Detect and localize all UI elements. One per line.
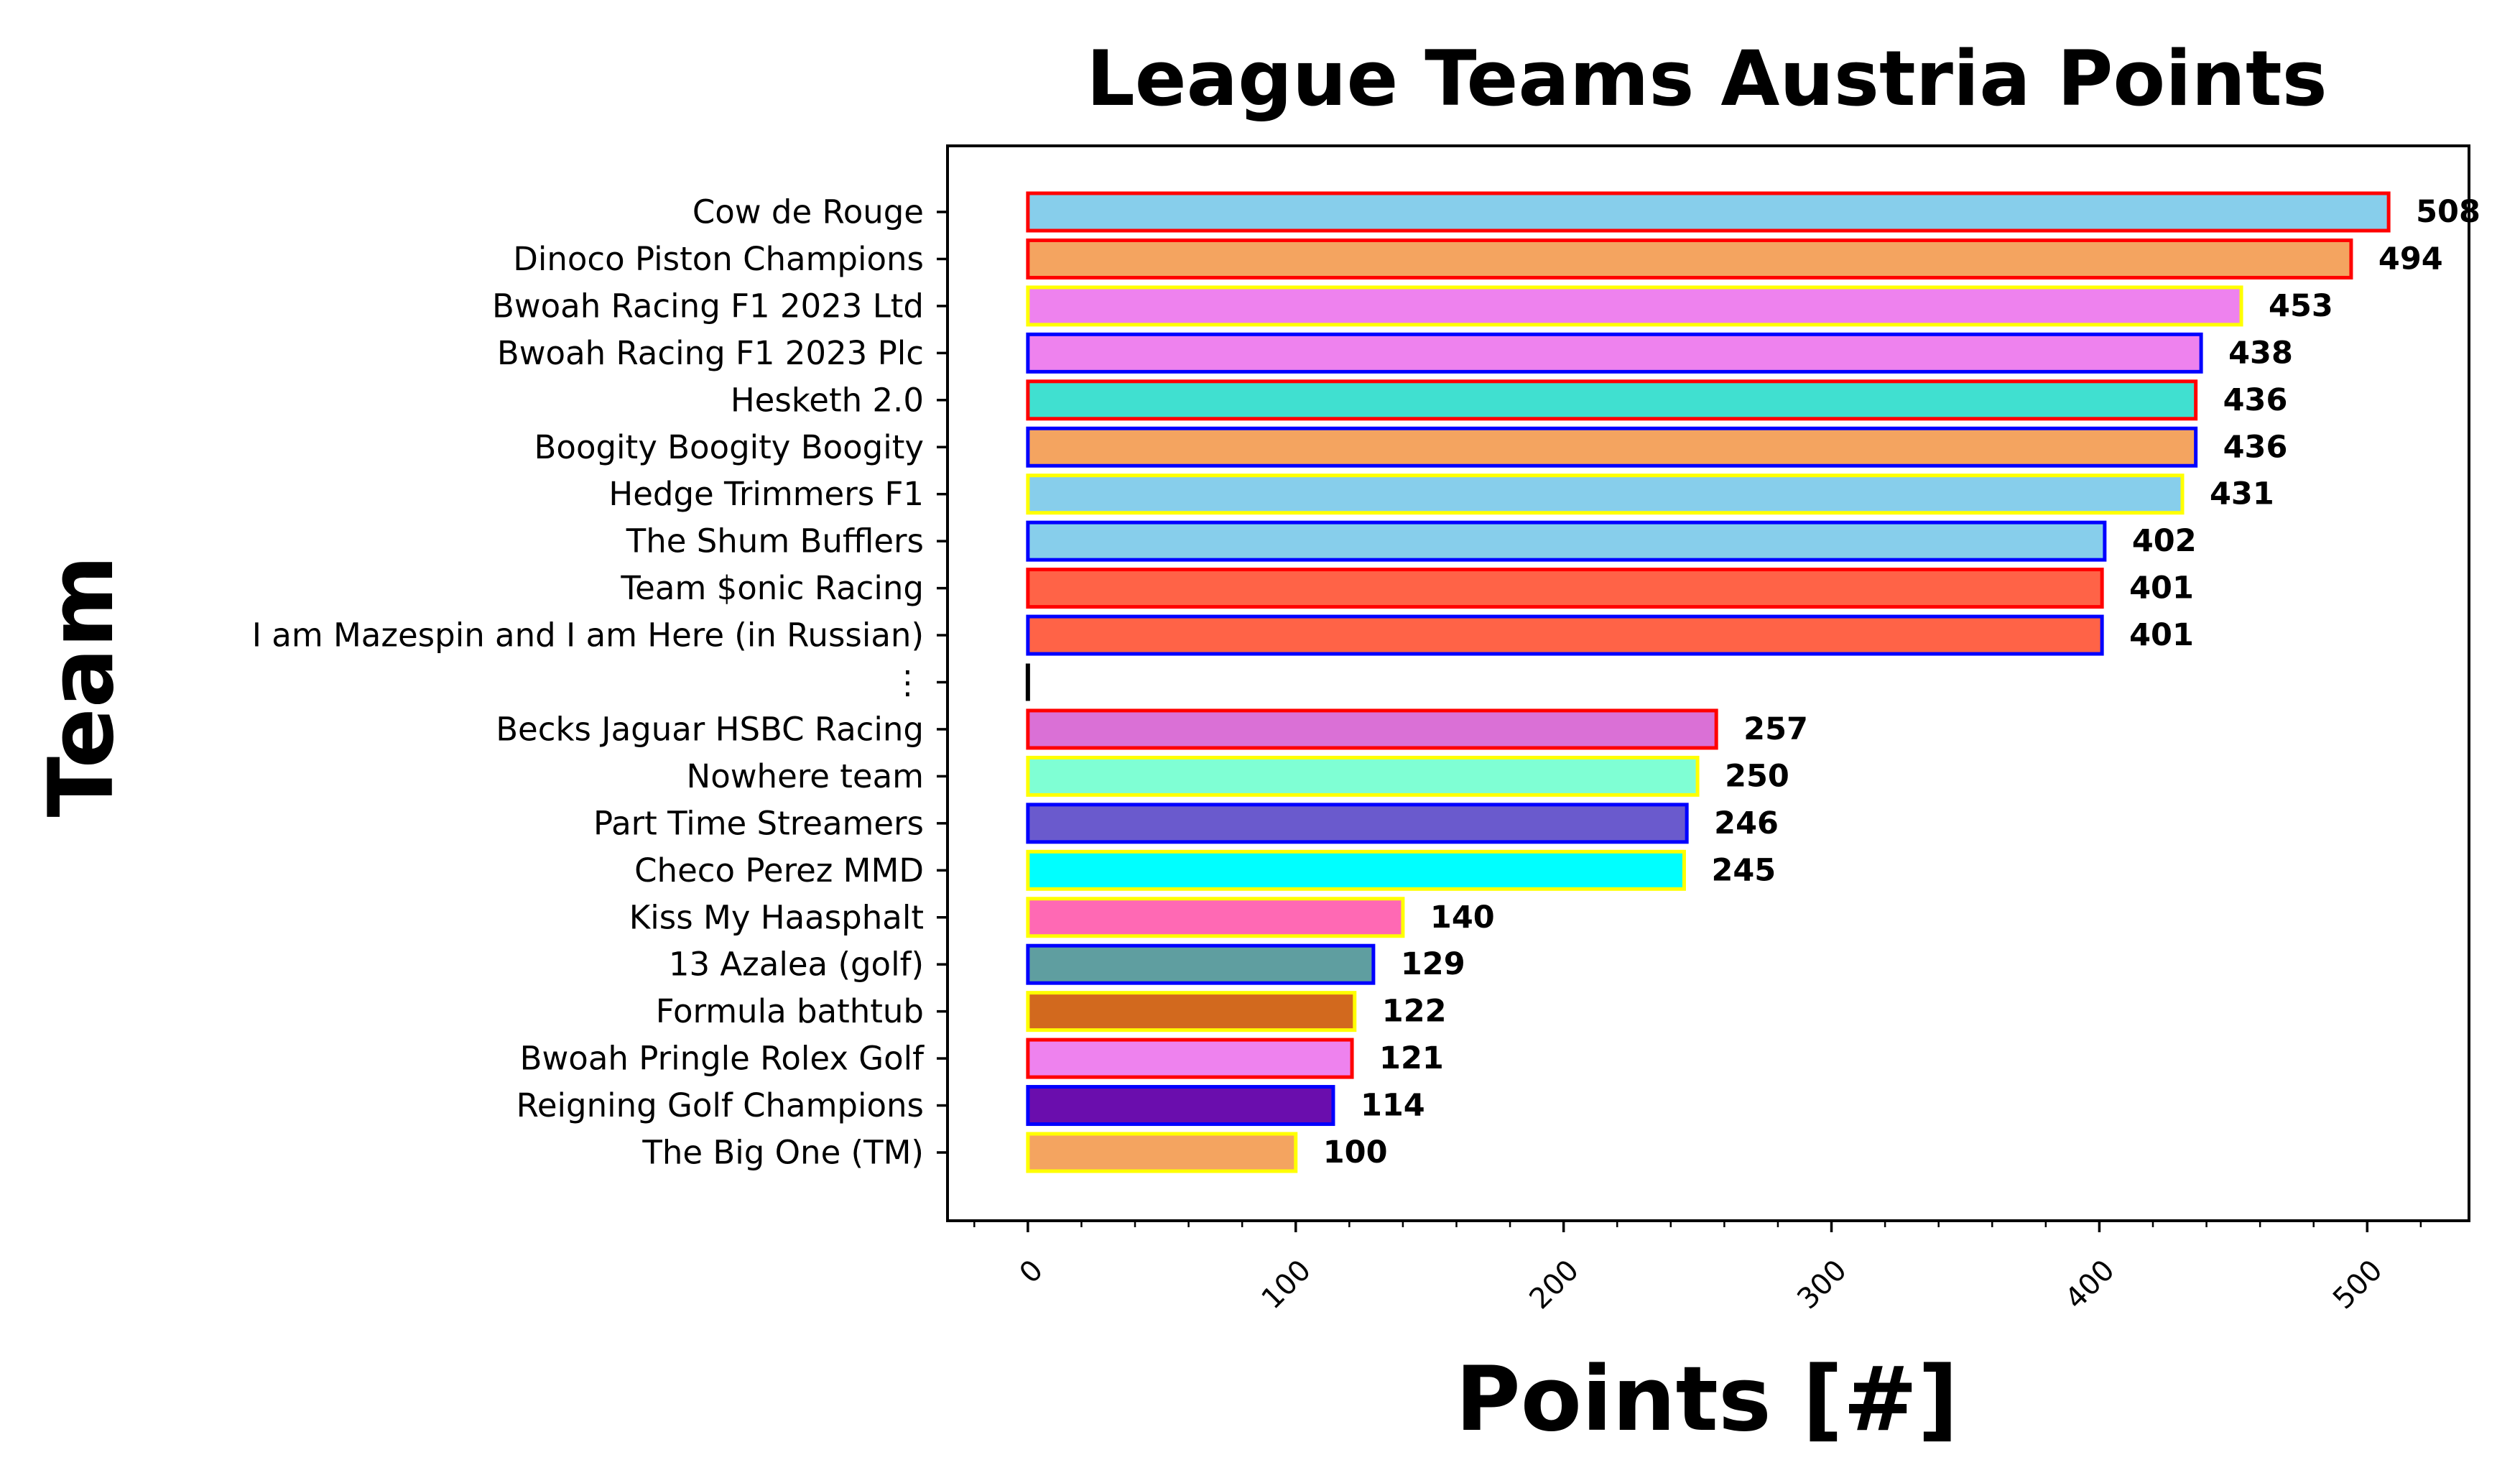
x-axis-ticks: 0 100 200 300 400 500 <box>973 1221 2422 1316</box>
y-tick-label: Nowhere team <box>687 757 924 795</box>
bar-value-label: 245 <box>1711 852 1776 888</box>
x-tick-label: 100 <box>1255 1254 1317 1316</box>
bar <box>1026 708 1718 750</box>
bar <box>1026 803 1689 844</box>
value-labels-layer: 508 494 453 438 436 436 431 402 401 401 257 250 246 2… <box>1323 194 2480 1170</box>
y-tick-label: Formula bathtub <box>656 992 924 1030</box>
bar <box>1026 473 2185 515</box>
y-tick-label: 13 Azalea (golf) <box>669 946 924 984</box>
y-tick-label: I am Mazespin and I am Here (in Russian) <box>252 616 924 655</box>
y-tick-label: Hedge Trimmers F1 <box>608 475 924 513</box>
y-tick-label: Bwoah Racing F1 2023 Plc <box>497 334 924 372</box>
bars-layer <box>1025 191 2391 1173</box>
y-tick-label: ⋮ <box>891 663 924 701</box>
y-tick-label: Hesketh 2.0 <box>731 381 924 419</box>
bar <box>1026 332 2203 374</box>
bar-value-label: 438 <box>2228 335 2293 371</box>
x-tick-label: 300 <box>1791 1254 1853 1316</box>
bar-value-label: 494 <box>2378 241 2443 277</box>
y-tick-label: Reigning Golf Champions <box>516 1086 924 1124</box>
y-tick-label: Part Time Streamers <box>593 804 924 842</box>
plot-frame <box>946 144 2470 1222</box>
x-tick-label: 200 <box>1523 1254 1585 1316</box>
x-tick-label: 0 <box>1014 1254 1050 1290</box>
bar-value-label: 100 <box>1323 1135 1388 1170</box>
y-tick-label: Dinoco Piston Champions <box>513 240 924 278</box>
bar <box>1026 191 2391 233</box>
bar <box>1026 568 2104 609</box>
bar-value-label: 129 <box>1401 946 1465 982</box>
y-tick-label: The Shum Bufflers <box>626 522 924 560</box>
chart-title: League Teams Austria Points <box>1086 34 2327 123</box>
bar <box>1026 285 2243 327</box>
y-tick-label: Bwoah Pringle Rolex Golf <box>520 1040 925 1078</box>
bar <box>1026 1038 1354 1079</box>
bar-value-label: 508 <box>2416 194 2480 230</box>
bar <box>1026 520 2107 562</box>
y-tick-label: Checo Perez MMD <box>634 851 924 890</box>
y-tick-label: Becks Jaguar HSBC Racing <box>496 710 924 748</box>
bar-value-label: 453 <box>2269 288 2333 324</box>
bar <box>1026 755 1700 797</box>
bar-value-label: 114 <box>1361 1088 1425 1124</box>
bar-value-label: 436 <box>2223 382 2288 418</box>
bar-value-label: 436 <box>2223 429 2288 465</box>
y-axis-ticks: Cow de Rouge Dinoco Piston Champions Bwoah… <box>252 193 948 1172</box>
bar-value-label: 401 <box>2129 570 2194 606</box>
y-tick-label: Boogity Boogity Boogity <box>534 428 924 466</box>
bar-value-label: 140 <box>1430 900 1495 935</box>
bar-value-label: 401 <box>2129 617 2194 653</box>
y-tick-label: Bwoah Racing F1 2023 Ltd <box>492 287 924 325</box>
bar <box>1026 1085 1335 1127</box>
y-tick-label: Kiss My Haasphalt <box>629 898 924 936</box>
x-tick-label: 400 <box>2059 1254 2121 1316</box>
bar-value-label: 122 <box>1382 994 1447 1030</box>
bar <box>1026 849 1686 891</box>
bar-value-label: 250 <box>1725 758 1789 794</box>
x-tick-label: 500 <box>2327 1254 2389 1316</box>
y-tick-label: Cow de Rouge <box>692 193 924 231</box>
bar <box>1026 1132 1298 1173</box>
y-tick-label: Team $onic Racing <box>620 569 924 607</box>
bar <box>1026 897 1405 938</box>
bar-value-label: 121 <box>1379 1040 1444 1076</box>
bar <box>1026 614 2104 656</box>
y-axis-title: Team <box>30 555 134 817</box>
bar-value-label: 402 <box>2132 523 2197 559</box>
bar-value-label: 257 <box>1743 711 1808 747</box>
bar <box>1026 991 1357 1032</box>
y-tick-label: The Big One (TM) <box>641 1134 924 1172</box>
bar <box>1026 379 2198 421</box>
bar-value-label: 431 <box>2210 476 2274 512</box>
bar <box>1026 943 1376 985</box>
bar <box>1026 238 2353 279</box>
bar-value-label: 246 <box>1714 805 1779 841</box>
bar <box>1026 426 2198 468</box>
x-axis-title: Points [#] <box>1455 1348 1958 1451</box>
